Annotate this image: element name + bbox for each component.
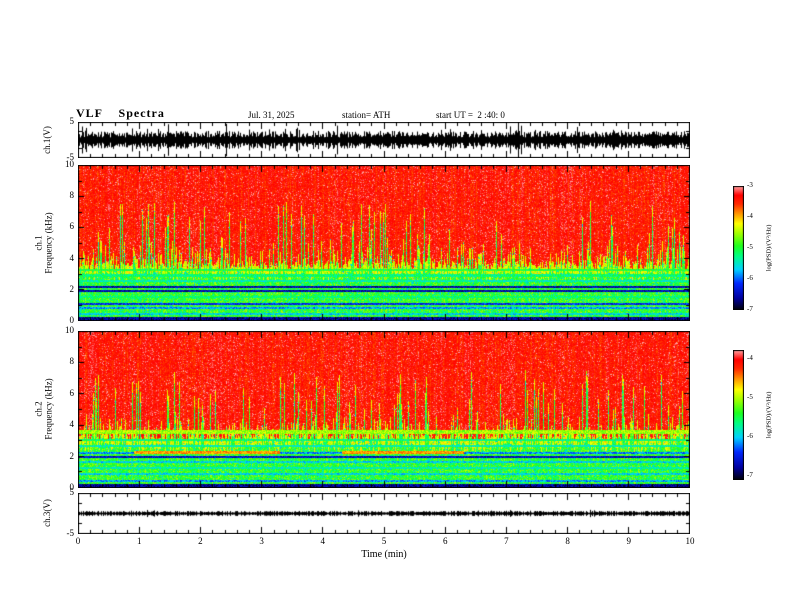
colorbar-tick-label: -3 xyxy=(747,182,765,190)
ch1-waveform-panel xyxy=(78,122,690,158)
colorbar-tick-label: -5 xyxy=(747,244,765,252)
axis-label-line: Frequency (kHz) xyxy=(44,378,54,439)
x-tick-label: 2 xyxy=(190,537,210,547)
ch3-voltage-axis-label: ch.3(V) xyxy=(42,499,52,527)
x-tick-label: 1 xyxy=(129,537,149,547)
y-tick-label: 4 xyxy=(48,254,74,264)
figure-title: VLF Spectra xyxy=(76,106,165,121)
colorbar-tick-label: -6 xyxy=(747,275,765,283)
figure-date: Jul. 31, 2025 xyxy=(248,110,295,120)
x-tick-label: 10 xyxy=(680,537,700,547)
vlf-spectra-page: VLF Spectra Jul. 31, 2025 station= ATH s… xyxy=(0,0,792,612)
x-tick-label: 5 xyxy=(374,537,394,547)
ch1-spectrogram-panel xyxy=(78,165,690,321)
y-tick-label: 10 xyxy=(48,326,74,336)
axis-label-line: ch.2 xyxy=(34,378,44,439)
ch1-colorbar xyxy=(733,186,744,310)
x-tick-label: 4 xyxy=(313,537,333,547)
y-tick-label: 8 xyxy=(48,191,74,201)
colorbar-tick-label: -6 xyxy=(747,433,765,441)
y-tick-label: 6 xyxy=(48,389,74,399)
ch2-frequency-axis-label: ch.2 Frequency (kHz) xyxy=(34,378,55,439)
y-tick-label: 10 xyxy=(48,160,74,170)
time-axis-label: Time (min) xyxy=(344,549,424,560)
figure-station: station= ATH xyxy=(342,110,390,120)
y-tick-label: 6 xyxy=(48,222,74,232)
x-tick-label: 3 xyxy=(252,537,272,547)
ch1-colorbar-label: log(PSD)/(V²/Hz) xyxy=(766,225,773,272)
y-tick-label: 2 xyxy=(48,285,74,295)
ch1-voltage-axis-label: ch.1(V) xyxy=(42,126,52,154)
figure-start-ut: start UT = 2 :40: 0 xyxy=(436,110,505,120)
ch3-waveform-panel xyxy=(78,493,690,534)
ch2-colorbar xyxy=(733,350,744,480)
x-tick-label: 7 xyxy=(496,537,516,547)
x-tick-label: 6 xyxy=(435,537,455,547)
y-tick-label: 5 xyxy=(48,117,74,127)
x-tick-label: 0 xyxy=(68,537,88,547)
colorbar-tick-label: -7 xyxy=(747,306,765,314)
colorbar-tick-label: -4 xyxy=(747,213,765,221)
colorbar-tick-label: -7 xyxy=(747,472,765,480)
y-tick-label: 4 xyxy=(48,420,74,430)
colorbar-tick-label: -5 xyxy=(747,394,765,402)
x-tick-label: 9 xyxy=(619,537,639,547)
ch2-colorbar-label: log(PSD)/(V²/Hz) xyxy=(766,392,773,439)
y-tick-label: 0 xyxy=(48,483,74,493)
y-tick-label: 8 xyxy=(48,357,74,367)
y-tick-label: 2 xyxy=(48,452,74,462)
ch2-spectrogram-panel xyxy=(78,331,690,488)
axis-label-line: ch.1 xyxy=(34,212,44,273)
colorbar-tick-label: -4 xyxy=(747,355,765,363)
x-tick-label: 8 xyxy=(558,537,578,547)
